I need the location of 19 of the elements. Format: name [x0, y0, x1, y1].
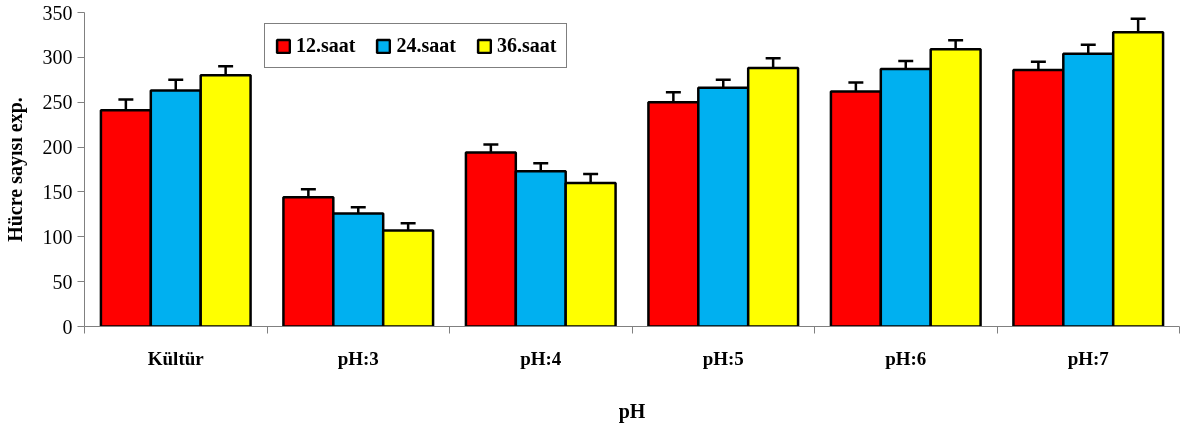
y-tick-label: 350 [42, 1, 73, 24]
y-tick-label: 150 [42, 180, 73, 203]
legend-label: 24.saat [396, 34, 456, 57]
y-tick-label: 300 [42, 46, 73, 69]
x-tick-label: Kültür [147, 347, 205, 369]
legend-label: 12.saat [296, 34, 356, 57]
y-tick-label: 0 [62, 315, 73, 338]
y-tick-label: 200 [42, 136, 73, 159]
x-axis-title: pH [618, 399, 646, 423]
legend-label: 36.saat [496, 34, 557, 57]
y-axis-title: Hücre sayısı exp. [3, 97, 27, 242]
x-tick-label: pH:6 [885, 347, 927, 369]
y-tick-label: 250 [42, 91, 73, 114]
y-tick-label: 50 [52, 270, 73, 293]
x-tick-label: pH:3 [337, 347, 379, 369]
x-tick-label: pH:5 [702, 347, 744, 369]
x-tick-label: pH:4 [520, 347, 562, 369]
y-tick-label: 100 [42, 225, 73, 248]
x-tick-label: pH:7 [1067, 347, 1110, 369]
